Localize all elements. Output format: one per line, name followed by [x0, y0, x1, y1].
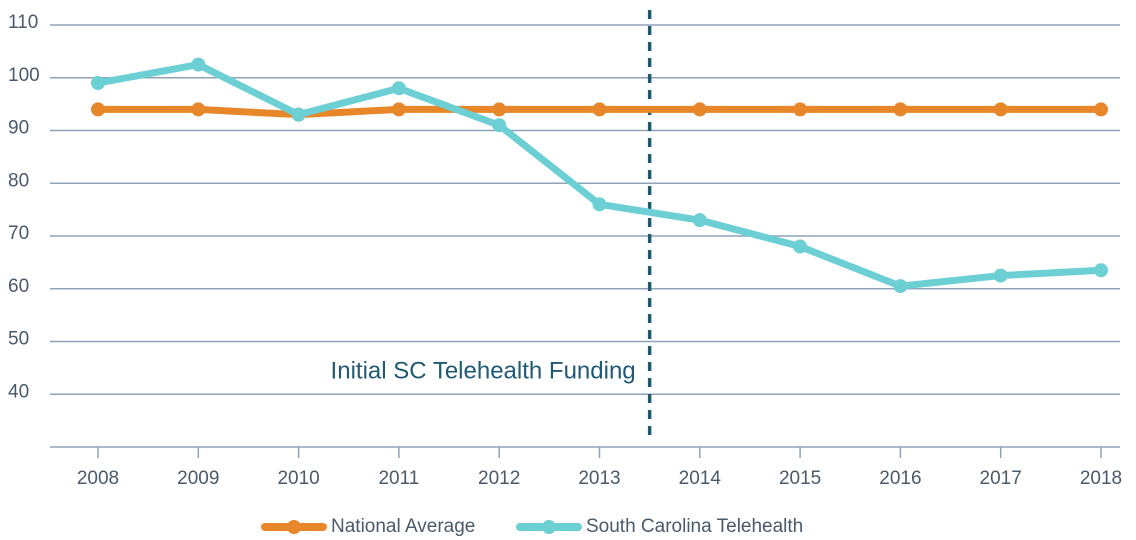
data-point — [191, 102, 206, 117]
y-tick-label: 90 — [8, 118, 29, 139]
data-point — [993, 268, 1008, 283]
data-point — [1094, 102, 1108, 117]
y-tick-label: 50 — [8, 329, 29, 350]
data-point — [91, 76, 105, 91]
series-line — [97, 61, 1102, 290]
data-point — [391, 81, 406, 96]
x-tick-label: 2010 — [277, 468, 319, 489]
y-tick-label: 110 — [8, 12, 38, 33]
data-point — [893, 279, 908, 294]
x-tick-label: 2016 — [879, 468, 921, 489]
data-point — [793, 239, 808, 254]
legend-swatch-dot — [287, 520, 301, 534]
data-point — [492, 102, 507, 117]
x-tick-label: 2009 — [177, 468, 219, 489]
x-tick-label: 2017 — [980, 468, 1022, 489]
x-tick-label: 2014 — [679, 468, 722, 489]
y-tick-label: 60 — [8, 276, 29, 297]
legend-label: National Average — [331, 516, 475, 537]
data-point — [191, 57, 206, 72]
x-tick-label: 2012 — [478, 468, 520, 489]
data-point — [91, 102, 105, 117]
data-point — [692, 102, 707, 117]
legend-label: South Carolina Telehealth — [586, 516, 803, 537]
x-tick-label: 2008 — [77, 468, 119, 489]
x-tick-label: 2013 — [578, 468, 620, 489]
data-point — [692, 213, 707, 228]
data-point — [993, 102, 1008, 117]
y-tick-label: 40 — [8, 381, 29, 402]
data-point — [592, 102, 607, 117]
x-tick-label: 2018 — [1080, 468, 1122, 489]
data-point — [793, 102, 808, 117]
data-point — [492, 118, 507, 133]
data-point — [592, 197, 607, 212]
data-point — [893, 102, 908, 117]
x-tick-label: 2015 — [779, 468, 821, 489]
x-tick-label: 2011 — [378, 468, 419, 489]
legend-swatch-dot — [542, 520, 556, 534]
data-point — [291, 107, 306, 122]
data-point — [1094, 263, 1108, 278]
data-point — [391, 102, 406, 117]
y-tick-label: 100 — [8, 65, 40, 86]
annotation: Initial SC Telehealth Funding — [331, 357, 636, 384]
y-tick-label: 80 — [8, 170, 29, 191]
y-tick-label: 70 — [8, 223, 29, 244]
